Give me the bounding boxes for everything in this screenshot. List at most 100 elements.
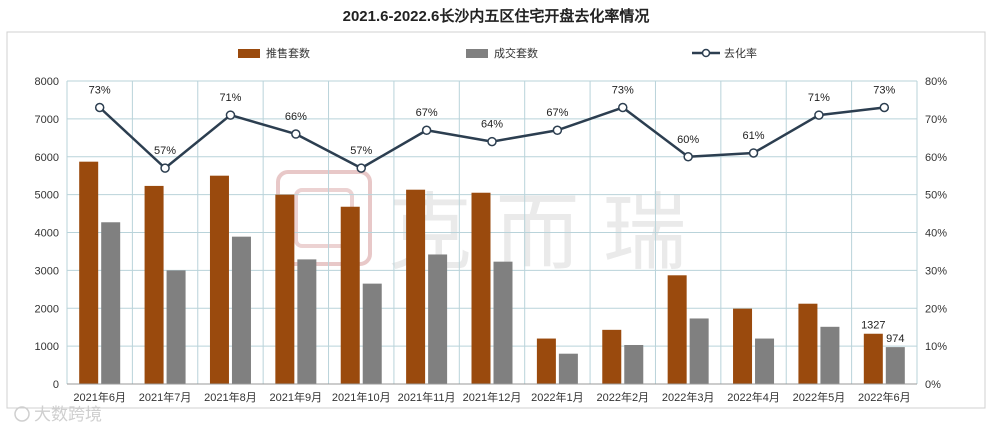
bar-supply [340, 206, 360, 384]
rate-marker [552, 125, 563, 135]
rate-marker [814, 110, 824, 120]
x-tick-label: 2022年3月 [662, 390, 715, 404]
x-tick-label: 2021年7月 [139, 390, 192, 404]
rate-marker [879, 102, 890, 113]
y-tick-left-label: 2000 [35, 303, 59, 315]
rate-marker [487, 136, 497, 147]
y-tick-left-label: 3000 [35, 265, 59, 277]
bar-deal [755, 338, 775, 384]
bar-supply [536, 338, 556, 384]
x-tick-label: 2021年12月 [463, 390, 522, 404]
legend-swatch-deal [466, 49, 488, 58]
legend-swatch-supply [238, 49, 260, 58]
legend-label-supply: 推售套数 [266, 46, 310, 60]
legend: 推售套数 成交套数 去化率 [238, 46, 757, 60]
bar-deal [428, 254, 448, 384]
bar-value-label: 1327 [861, 320, 885, 332]
rate-value-label: 61% [743, 130, 765, 142]
y-tick-right-label: 10% [925, 341, 947, 353]
y-tick-left-label: 6000 [35, 152, 59, 164]
watermark-badge-icon [14, 406, 30, 422]
rate-value-label: 64% [481, 119, 503, 131]
legend-label-rate: 去化率 [724, 46, 757, 60]
bar-supply [144, 185, 164, 384]
y-tick-right-label: 60% [925, 152, 947, 164]
bar-deal [166, 270, 186, 384]
bar-deal [624, 344, 644, 384]
rate-marker [683, 152, 693, 162]
y-tick-left-label: 8000 [35, 76, 59, 88]
y-tick-left-label: 1000 [35, 341, 59, 353]
bar-deal [820, 326, 840, 384]
rate-value-label: 60% [677, 134, 699, 146]
bar-deal [885, 347, 905, 384]
bar-supply [798, 303, 818, 384]
watermark-badge-text: 大数跨境 [34, 405, 102, 424]
x-tick-label: 2021年9月 [270, 390, 323, 404]
bar-deal [558, 353, 578, 384]
y-tick-right-label: 20% [925, 303, 947, 315]
bar-deal [231, 236, 251, 384]
bar-supply [209, 175, 229, 384]
rate-value-label: 66% [285, 111, 307, 123]
bar-supply [79, 161, 99, 384]
x-tick-label: 2022年5月 [793, 390, 846, 404]
rate-line [94, 102, 890, 173]
bar-deal [101, 222, 121, 384]
bar-deal [297, 259, 317, 384]
rate-marker [748, 148, 759, 158]
y-tick-right-label: 40% [925, 228, 947, 240]
axes: 0 1000 2000 3000 4000 5000 6000 7000 8000 0% 10% 20… [35, 76, 948, 404]
rate-marker [291, 129, 301, 139]
rate-value-label: 57% [350, 145, 372, 157]
x-tick-label: 2021年11月 [398, 390, 456, 404]
chart-frame [6, 31, 986, 409]
x-tick-label: 2022年6月 [858, 390, 911, 404]
bar-supply [471, 192, 491, 384]
rate-marker [225, 110, 236, 120]
y-tick-right-label: 80% [925, 76, 947, 88]
y-tick-right-label: 50% [925, 190, 947, 202]
y-tick-right-label: 30% [925, 265, 947, 277]
y-tick-left-label: 4000 [35, 228, 59, 240]
rate-value-label: 57% [154, 145, 176, 157]
y-tick-left-label: 5000 [35, 190, 59, 202]
y-tick-left-label: 0 [53, 379, 59, 391]
x-tick-label: 2021年8月 [204, 390, 257, 404]
chart-title: 2021.6-2022.6长沙内五区住宅开盘去化率情况 [343, 7, 650, 25]
y-tick-right-label: 70% [925, 114, 947, 126]
rate-value-label: 71% [808, 92, 830, 104]
y-tick-right-label: 0% [925, 379, 941, 391]
x-tick-label: 2022年4月 [727, 390, 780, 404]
rate-value-label: 73% [612, 85, 634, 97]
bar-supply [602, 329, 622, 384]
rate-marker [94, 102, 105, 113]
x-tick-label: 2022年1月 [531, 390, 584, 404]
x-tick-label: 2022年2月 [596, 390, 649, 404]
bars [79, 161, 905, 384]
bar-supply [667, 275, 687, 384]
rate-value-label: 67% [416, 107, 438, 119]
rate-value-label: 67% [546, 107, 568, 119]
rate-marker [356, 163, 366, 173]
legend-label-deal: 成交套数 [494, 46, 538, 60]
bar-deal [493, 261, 513, 384]
bar-supply [406, 189, 426, 384]
bar-supply [275, 194, 295, 384]
bar-deal [362, 283, 382, 384]
x-tick-label: 2021年10月 [332, 390, 391, 404]
rate-marker [618, 102, 628, 113]
bar-supply [863, 333, 883, 384]
legend-marker-rate [701, 48, 711, 58]
bar-deal [689, 318, 709, 384]
rate-value-label: 73% [89, 85, 111, 97]
rate-marker [421, 125, 432, 135]
x-tick-label: 2021年6月 [73, 390, 126, 404]
rate-value-label: 73% [873, 85, 895, 97]
y-tick-left-label: 7000 [35, 114, 59, 126]
bar-value-label: 974 [886, 333, 904, 345]
bar-supply [733, 308, 753, 384]
rate-marker [160, 163, 170, 173]
